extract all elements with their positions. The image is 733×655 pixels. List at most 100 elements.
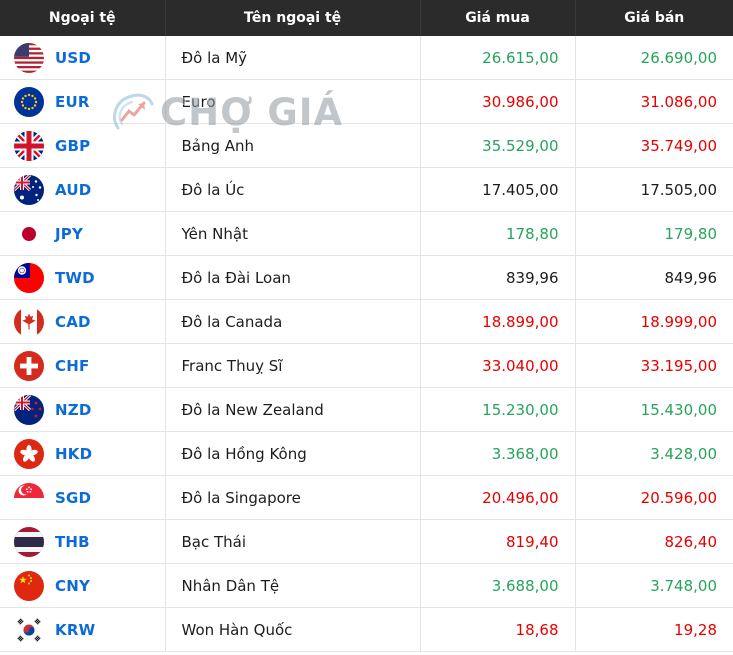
header-currency-name: Tên ngoại tệ <box>165 0 421 36</box>
sell-price: 849,96 <box>575 255 733 300</box>
currency-name: Nhân Dân Tệ <box>165 563 421 608</box>
header-buy-price: Giá mua <box>420 0 576 36</box>
sell-price: 3.428,00 <box>575 431 733 476</box>
buy-price: 20.496,00 <box>420 475 576 520</box>
currency-name: Đô la Đài Loan <box>165 255 421 300</box>
buy-price: 30.986,00 <box>420 79 576 124</box>
currency-name: Đô la New Zealand <box>165 387 421 432</box>
table-row: NZD Đô la New Zealand 15.230,00 15.430,0… <box>0 387 733 432</box>
buy-price: 15.230,00 <box>420 387 576 432</box>
table-row: CHF Franc Thuỵ Sĩ 33.040,00 33.195,00 <box>0 343 733 388</box>
buy-price: 17.405,00 <box>420 167 576 212</box>
currency-code: HKD <box>55 444 93 463</box>
currency-code: CAD <box>55 312 91 331</box>
sell-price: 35.749,00 <box>575 123 733 168</box>
buy-price: 18,68 <box>420 607 576 652</box>
currency-name: Đô la Hồng Kông <box>165 431 421 476</box>
sell-price: 826,40 <box>575 519 733 564</box>
currency-name: Bạc Thái <box>165 519 421 564</box>
table-row: TWD Đô la Đài Loan 839,96 849,96 <box>0 255 733 300</box>
sell-price: 179,80 <box>575 211 733 256</box>
buy-price: 26.615,00 <box>420 36 576 80</box>
currency-code: KRW <box>55 620 96 639</box>
currency-code: NZD <box>55 400 92 419</box>
hkd-flag-icon <box>14 438 44 469</box>
sell-price: 15.430,00 <box>575 387 733 432</box>
table-row: CAD Đô la Canada 18.899,00 18.999,00 <box>0 299 733 344</box>
currency-name: Đô la Úc <box>165 167 421 212</box>
currency-name: Euro <box>165 79 421 124</box>
currency-cell: CAD <box>0 299 166 344</box>
sell-price: 19,28 <box>575 607 733 652</box>
sell-price: 33.195,00 <box>575 343 733 388</box>
usd-flag-icon <box>14 42 44 73</box>
sell-price: 3.748,00 <box>575 563 733 608</box>
currency-code: AUD <box>55 180 92 199</box>
table-row: THB Bạc Thái 819,40 826,40 <box>0 519 733 564</box>
currency-cell: GBP <box>0 123 166 168</box>
currency-name: Won Hàn Quốc <box>165 607 421 652</box>
buy-price: 35.529,00 <box>420 123 576 168</box>
table-header: Ngoại tệ Tên ngoại tệ Giá mua Giá bán <box>0 0 733 36</box>
table-row: CNY Nhân Dân Tệ 3.688,00 3.748,00 <box>0 563 733 608</box>
krw-flag-icon <box>14 614 44 645</box>
sell-price: 17.505,00 <box>575 167 733 212</box>
sell-price: 31.086,00 <box>575 79 733 124</box>
buy-price: 819,40 <box>420 519 576 564</box>
gbp-flag-icon <box>14 130 44 161</box>
currency-cell: JPY <box>0 211 166 256</box>
buy-price: 178,80 <box>420 211 576 256</box>
currency-name: Bảng Anh <box>165 123 421 168</box>
table-row: HKD Đô la Hồng Kông 3.368,00 3.428,00 <box>0 431 733 476</box>
buy-price: 18.899,00 <box>420 299 576 344</box>
chf-flag-icon <box>14 350 44 381</box>
table-row: EUR Euro 30.986,00 31.086,00 <box>0 79 733 124</box>
currency-code: CHF <box>55 356 90 375</box>
currency-name: Đô la Canada <box>165 299 421 344</box>
twd-flag-icon <box>14 262 44 293</box>
currency-name: Franc Thuỵ Sĩ <box>165 343 421 388</box>
currency-code: TWD <box>55 268 95 287</box>
currency-cell: NZD <box>0 387 166 432</box>
buy-price: 839,96 <box>420 255 576 300</box>
cad-flag-icon <box>14 306 44 337</box>
sgd-flag-icon <box>14 482 44 513</box>
aud-flag-icon <box>14 174 44 205</box>
currency-name: Yên Nhật <box>165 211 421 256</box>
sell-price: 20.596,00 <box>575 475 733 520</box>
header-sell-price: Giá bán <box>575 0 733 36</box>
currency-cell: CHF <box>0 343 166 388</box>
jpy-flag-icon <box>14 218 44 249</box>
currency-cell: THB <box>0 519 166 564</box>
table-row: JPY Yên Nhật 178,80 179,80 <box>0 211 733 256</box>
cny-flag-icon <box>14 570 44 601</box>
currency-cell: CNY <box>0 563 166 608</box>
currency-cell: AUD <box>0 167 166 212</box>
currency-code: CNY <box>55 576 91 595</box>
buy-price: 3.688,00 <box>420 563 576 608</box>
nzd-flag-icon <box>14 394 44 425</box>
header-currency: Ngoại tệ <box>0 0 166 36</box>
sell-price: 18.999,00 <box>575 299 733 344</box>
buy-price: 33.040,00 <box>420 343 576 388</box>
currency-name: Đô la Singapore <box>165 475 421 520</box>
currency-code: THB <box>55 532 90 551</box>
currency-code: EUR <box>55 92 90 111</box>
thb-flag-icon <box>14 526 44 557</box>
currency-cell: KRW <box>0 607 166 652</box>
table-row: GBP Bảng Anh 35.529,00 35.749,00 <box>0 123 733 168</box>
currency-cell: HKD <box>0 431 166 476</box>
table-row: KRW Won Hàn Quốc 18,68 19,28 <box>0 607 733 652</box>
sell-price: 26.690,00 <box>575 36 733 80</box>
currency-cell: TWD <box>0 255 166 300</box>
currency-code: GBP <box>55 136 91 155</box>
table-row: SGD Đô la Singapore 20.496,00 20.596,00 <box>0 475 733 520</box>
table-row: AUD Đô la Úc 17.405,00 17.505,00 <box>0 167 733 212</box>
eur-flag-icon <box>14 86 44 117</box>
currency-cell: EUR <box>0 79 166 124</box>
currency-name: Đô la Mỹ <box>165 36 421 80</box>
table-row: USD Đô la Mỹ 26.615,00 26.690,00 <box>0 36 733 80</box>
currency-code: JPY <box>55 224 84 243</box>
currency-code: SGD <box>55 488 92 507</box>
